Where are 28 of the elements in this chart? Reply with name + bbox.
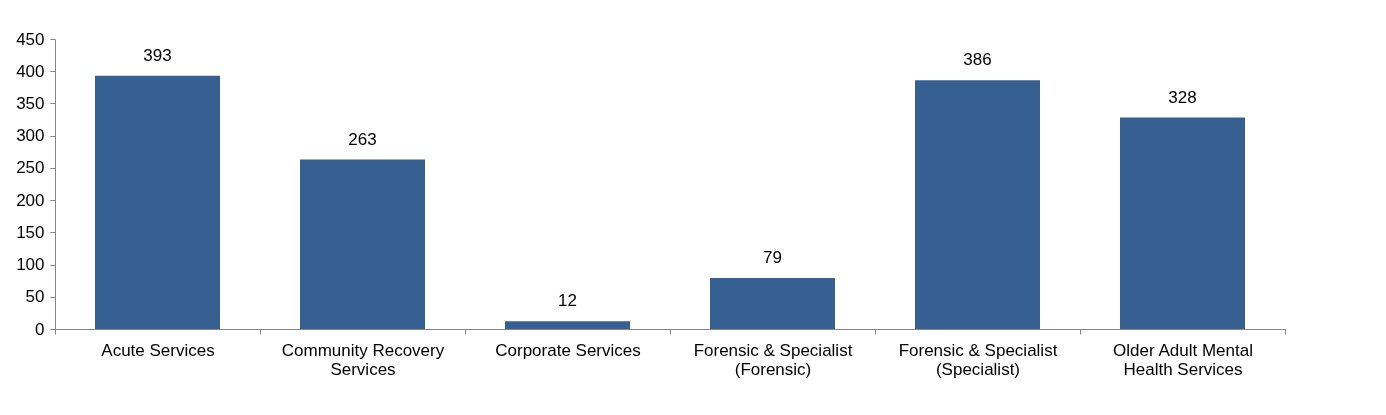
bar xyxy=(505,321,630,329)
x-tick-label: Forensic & Specialist (Forensic) xyxy=(693,340,853,379)
bar xyxy=(710,278,835,329)
data-label: 12 xyxy=(558,291,577,311)
y-tick-label: 300 xyxy=(16,126,45,146)
data-label: 79 xyxy=(763,248,782,268)
x-tick-label: Acute Services xyxy=(101,340,215,360)
x-tick-label: Forensic & Specialist (Specialist) xyxy=(898,340,1058,379)
y-tick-label: 200 xyxy=(16,190,45,210)
y-tick-label: 400 xyxy=(16,61,45,81)
y-tick-label: 450 xyxy=(16,29,45,49)
x-tick-label: Community Recovery Services xyxy=(281,340,445,379)
data-label: 328 xyxy=(1168,87,1197,107)
y-tick-label: 350 xyxy=(16,93,45,113)
x-tick-label: Older Adult Mental Health Services xyxy=(1113,340,1253,379)
y-tick-label: 50 xyxy=(25,287,45,307)
bar xyxy=(300,159,425,329)
y-tick-label: 0 xyxy=(35,319,45,339)
data-label: 393 xyxy=(143,45,172,65)
data-label: 263 xyxy=(348,129,377,149)
y-tick-label: 100 xyxy=(16,255,45,275)
data-label: 386 xyxy=(963,50,992,70)
bar xyxy=(915,80,1040,329)
y-tick-label: 250 xyxy=(16,158,45,178)
x-tick-label: Corporate Services xyxy=(495,340,641,360)
bar xyxy=(1120,117,1245,329)
y-tick-label: 150 xyxy=(16,222,45,242)
bar xyxy=(95,75,220,329)
